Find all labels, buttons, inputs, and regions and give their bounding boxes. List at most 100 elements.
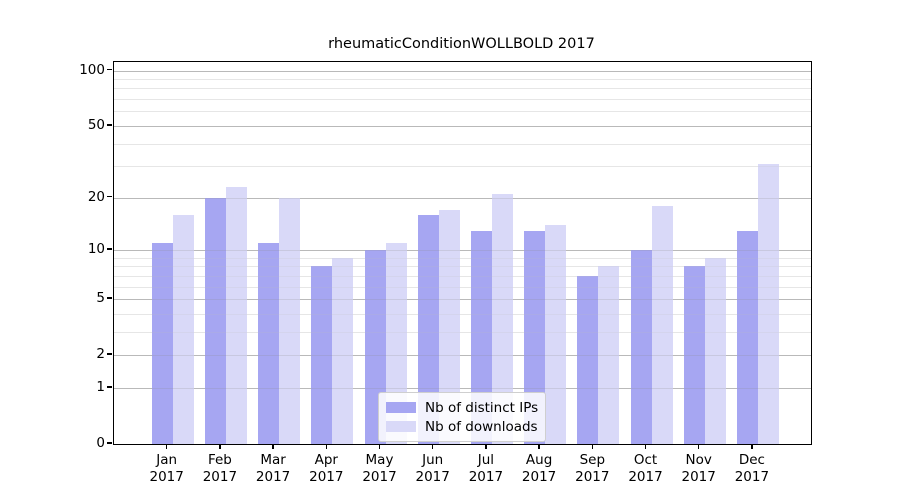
- bar-distinct-ips-sep: [577, 275, 599, 444]
- gridline: [114, 99, 811, 101]
- gridline: [114, 286, 811, 288]
- x-tick-mark: [272, 444, 274, 450]
- y-tick-mark: [107, 353, 112, 355]
- x-tick-label-sep: Sep 2017: [575, 452, 610, 485]
- x-tick-mark: [751, 444, 753, 450]
- x-tick-label-feb: Feb 2017: [202, 452, 238, 485]
- gridline: [114, 299, 811, 300]
- gridline: [114, 331, 811, 333]
- gridline: [114, 99, 811, 101]
- y-tick-label: 5: [96, 290, 105, 306]
- legend-row-distinct-ips: Nb of distinct IPs: [386, 398, 539, 417]
- y-tick-mark: [107, 248, 112, 250]
- x-tick-label-nov: Nov 2017: [681, 452, 716, 485]
- bar-downloads-feb: [225, 186, 247, 444]
- gridline: [114, 266, 811, 268]
- bar-downloads-mar: [279, 197, 301, 444]
- gridline: [114, 143, 811, 145]
- bar-downloads-aug: [545, 224, 567, 444]
- bar-downloads-jan: [172, 214, 194, 444]
- bar-distinct-ips-oct: [630, 250, 652, 444]
- y-tick-label: 2: [96, 346, 105, 363]
- legend-swatch-distinct-ips: [386, 402, 416, 413]
- gridline: [114, 286, 811, 288]
- gridline: [114, 125, 811, 127]
- x-tick-mark: [432, 444, 434, 450]
- gridline: [114, 387, 811, 389]
- bar-downloads-apr: [332, 257, 354, 444]
- y-tick-mark: [107, 297, 112, 299]
- x-tick-mark: [378, 444, 381, 450]
- legend-row-downloads: Nb of downloads: [386, 417, 538, 436]
- x-tick-label-jun: Jun 2017: [415, 452, 450, 485]
- x-tick-mark: [538, 444, 540, 450]
- x-tick-label-apr: Apr 2017: [309, 452, 344, 485]
- bar-downloads-nov: [704, 257, 726, 444]
- chart-title: rheumaticConditionWOLLBOLD 2017: [328, 36, 595, 52]
- x-tick-label-jan: Jan 2017: [149, 452, 184, 485]
- bar-downloads-oct: [651, 205, 673, 444]
- gridline: [114, 70, 811, 72]
- gridline: [114, 88, 811, 90]
- bar-distinct-ips-jun: [417, 214, 439, 444]
- bar-distinct-ips-feb: [204, 197, 226, 444]
- x-tick-mark: [644, 444, 647, 450]
- gridline: [114, 257, 811, 259]
- legend-label-distinct-ips: Nb of distinct IPs: [425, 399, 539, 416]
- bar-distinct-ips-nov: [683, 266, 705, 444]
- x-tick-label-aug: Aug 2017: [521, 452, 557, 485]
- gridline: [114, 250, 811, 251]
- gridline: [114, 275, 811, 277]
- bar-distinct-ips-jan: [151, 242, 173, 444]
- gridline: [114, 125, 811, 127]
- gridline: [114, 197, 811, 199]
- gridline: [114, 111, 811, 113]
- legend-label-downloads: Nb of downloads: [425, 418, 538, 435]
- x-tick-mark: [325, 444, 327, 450]
- gridline: [114, 275, 811, 277]
- plot-area: [113, 61, 812, 445]
- y-tick-mark: [107, 386, 112, 388]
- gridline: [114, 111, 811, 113]
- x-tick-mark: [591, 444, 593, 450]
- bar-downloads-jun: [438, 210, 460, 444]
- y-tick-mark: [107, 442, 112, 444]
- y-tick-mark: [107, 68, 112, 71]
- bar-downloads-dec: [757, 163, 779, 444]
- bar-distinct-ips-jul: [470, 230, 492, 444]
- bar-distinct-ips-mar: [258, 242, 280, 444]
- x-tick-mark: [219, 444, 221, 450]
- gridline: [114, 313, 811, 315]
- gridline: [114, 70, 811, 72]
- gridline: [114, 257, 811, 259]
- legend: Nb of distinct IPs Nb of downloads: [378, 392, 546, 442]
- bar-distinct-ips-aug: [524, 230, 546, 444]
- x-tick-label-jul: Jul 2017: [468, 452, 504, 485]
- x-tick-mark: [166, 444, 168, 450]
- bar-distinct-ips-apr: [311, 266, 333, 444]
- gridline: [114, 299, 811, 300]
- gridline: [114, 143, 811, 145]
- x-tick-label-mar: Mar 2017: [255, 452, 291, 485]
- gridline: [114, 331, 811, 333]
- gridline: [114, 313, 811, 315]
- y-tick-label: 50: [87, 116, 105, 133]
- gridline: [114, 387, 811, 389]
- gridline: [114, 355, 811, 357]
- gridline: [114, 266, 811, 268]
- gridline: [114, 79, 811, 80]
- bar-downloads-sep: [598, 266, 620, 444]
- x-tick-mark: [698, 444, 700, 450]
- y-tick-label: 0: [96, 435, 105, 451]
- y-tick-label: 100: [79, 61, 105, 78]
- y-tick-label: 1: [96, 378, 105, 395]
- gridline: [114, 250, 811, 251]
- bar-downloads-jul: [491, 193, 513, 444]
- y-tick-mark: [107, 124, 112, 126]
- x-tick-label-may: May 2017: [362, 452, 397, 485]
- x-tick-mark: [485, 444, 487, 450]
- gridline: [114, 88, 811, 90]
- y-tick-label: 20: [87, 188, 105, 205]
- legend-swatch-downloads: [386, 421, 416, 432]
